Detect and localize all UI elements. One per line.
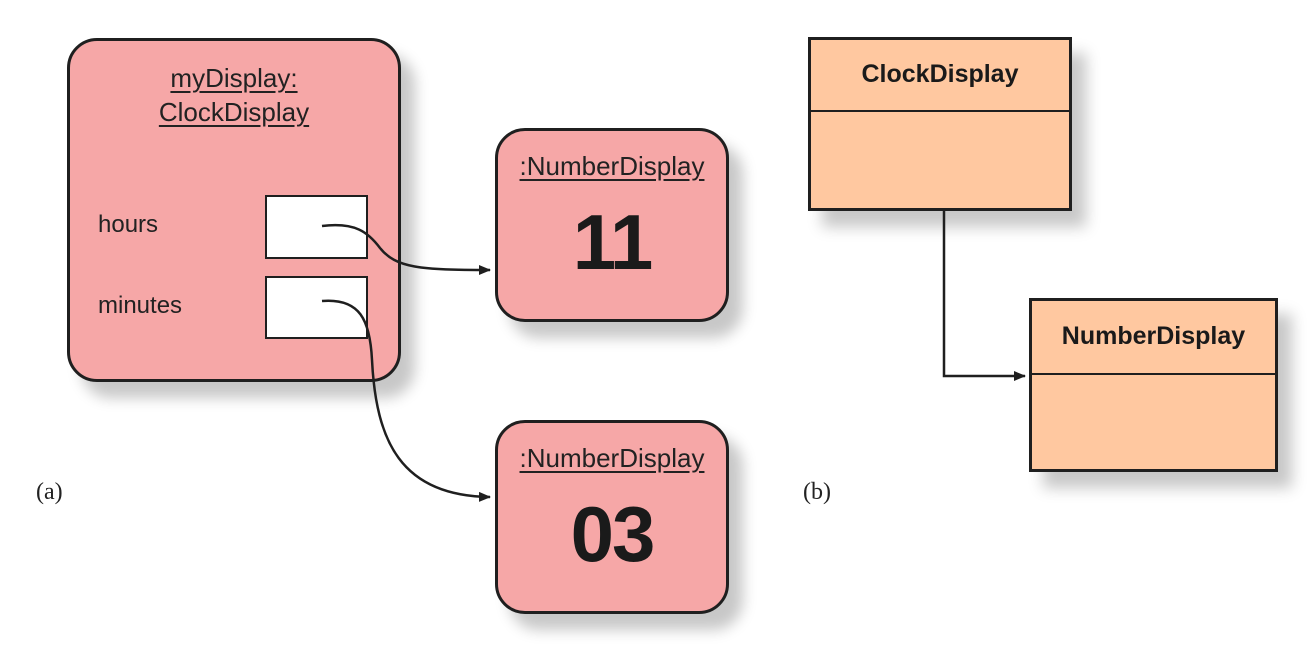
- minutes-number-display-object: :NumberDisplay 03: [495, 420, 729, 614]
- minutes-reference-slot: [265, 276, 368, 339]
- caption-b: (b): [803, 479, 831, 505]
- caption-a: (a): [36, 479, 63, 505]
- class-name-number-display: NumberDisplay: [1032, 301, 1275, 375]
- minutes-value: 03: [570, 490, 656, 578]
- clock-object-title-line2: ClockDisplay: [158, 97, 310, 127]
- hours-reference-arrow: [321, 223, 491, 275]
- hours-value: 11: [572, 198, 653, 286]
- minutes-object-title: :NumberDisplay: [519, 443, 705, 473]
- hours-object-title: :NumberDisplay: [519, 151, 705, 181]
- class-name-clock-display: ClockDisplay: [811, 40, 1069, 112]
- field-label-minutes: minutes: [98, 292, 183, 319]
- class-box-number-display: NumberDisplay: [1029, 298, 1278, 472]
- field-label-hours: hours: [98, 211, 159, 238]
- class-box-clock-display: ClockDisplay: [808, 37, 1072, 211]
- class-association-arrow: [942, 211, 1026, 381]
- hours-number-display-object: :NumberDisplay 11: [495, 128, 729, 322]
- clock-display-object: myDisplay: ClockDisplay hours minutes: [67, 38, 401, 382]
- minutes-reference-arrow: [321, 299, 491, 502]
- clock-object-title-line1: myDisplay:: [170, 63, 298, 93]
